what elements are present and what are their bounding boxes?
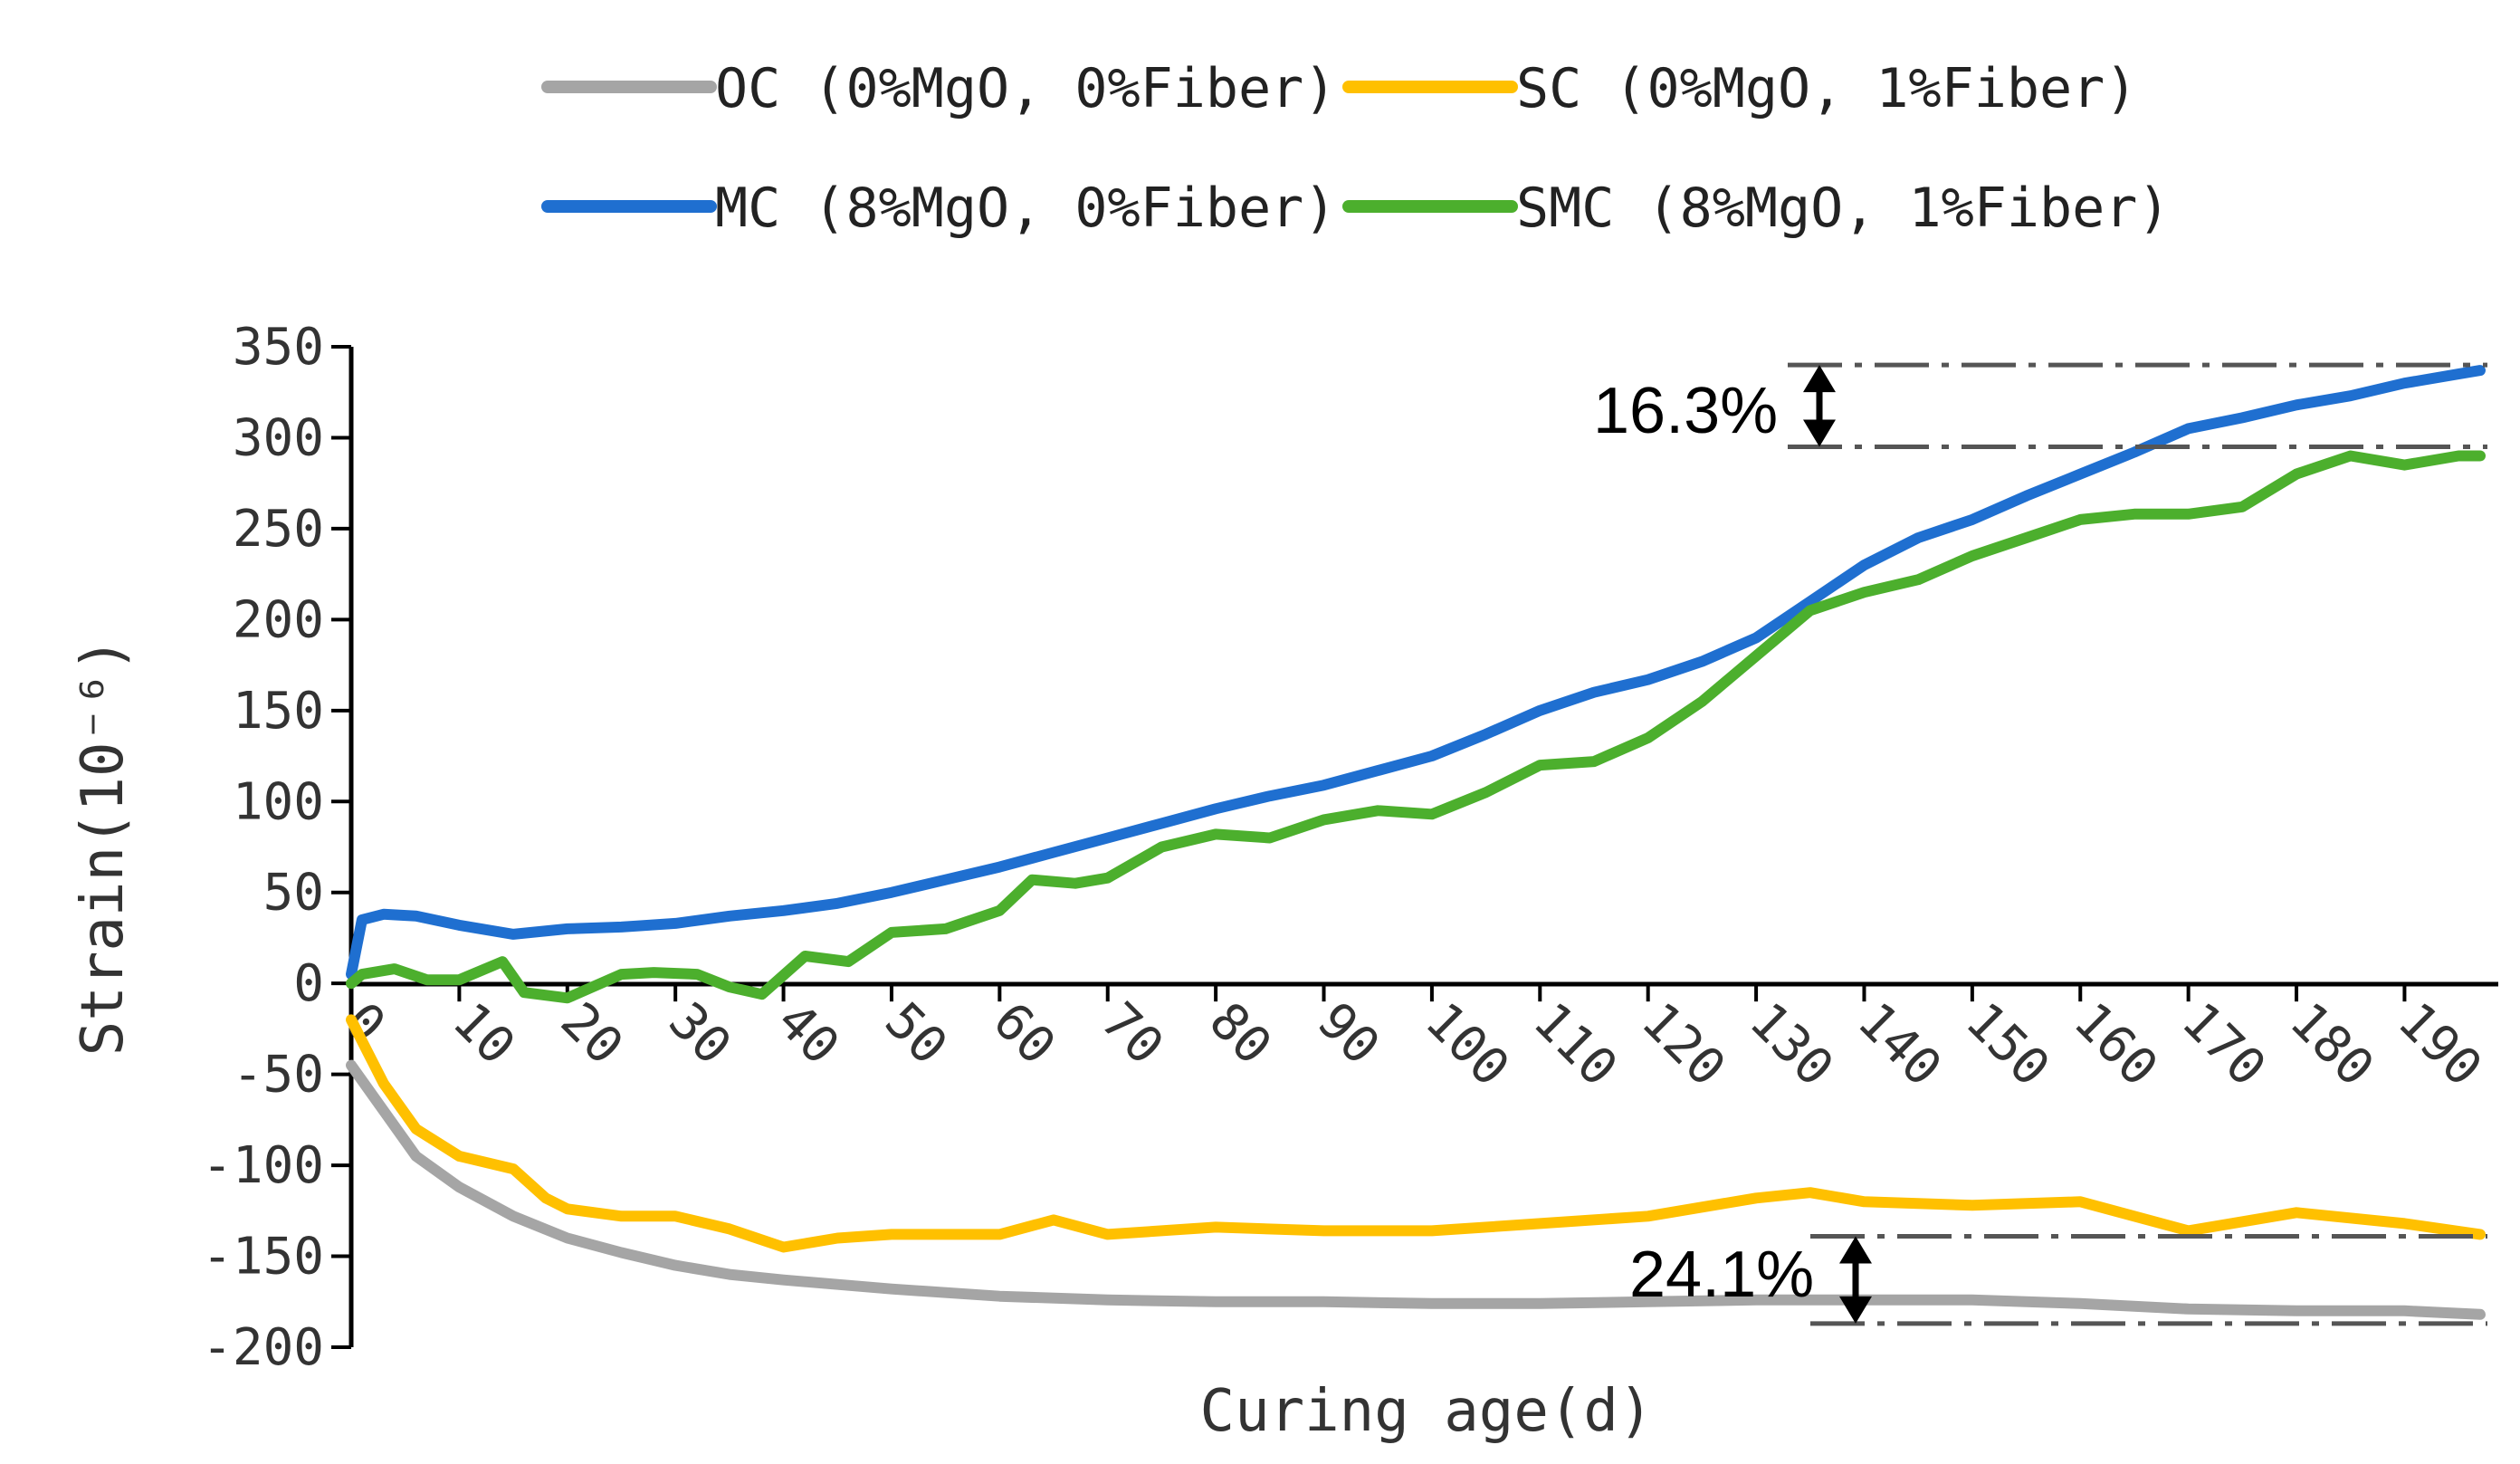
- x-tick-label: 20: [549, 991, 635, 1076]
- legend-label-sc: SC (0%MgO, 1%Fiber): [1516, 57, 2137, 120]
- y-tick-label: -100: [202, 1136, 324, 1195]
- y-tick-label: 350: [233, 318, 324, 377]
- x-tick-label: 120: [1630, 991, 1736, 1097]
- x-tick-label: 40: [766, 991, 851, 1076]
- annotation-label-mc-smc: 16.3%: [1593, 375, 1778, 447]
- series-line-smc: [346, 450, 2486, 1004]
- y-tick-label: 200: [233, 590, 324, 649]
- y-tick-label: 150: [233, 682, 324, 741]
- x-tick-label: 190: [2387, 991, 2493, 1097]
- x-tick-label: 70: [1090, 991, 1175, 1076]
- series-line-mc: [346, 365, 2486, 981]
- x-tick-label: 130: [1738, 991, 1844, 1097]
- annotation-arrowhead-up-sc-oc: [1839, 1236, 1872, 1264]
- x-tick-label: 80: [1198, 991, 1283, 1076]
- x-tick-label: 50: [873, 991, 959, 1076]
- y-tick-label: 300: [233, 408, 324, 467]
- series-line-sc: [346, 1014, 2486, 1253]
- legend-item-oc[interactable]: OC (0%MgO, 0%Fiber): [541, 57, 1336, 120]
- y-axis-ticks: -200 -150 -100 -50 0 50 100 150 200 250 300 350: [202, 318, 351, 1377]
- annotation-arrowhead-down-sc-oc: [1839, 1296, 1872, 1324]
- x-tick-label: 30: [657, 991, 742, 1076]
- x-tick-label: 150: [1954, 991, 2060, 1097]
- annotation-label-sc-oc: 24.1%: [1629, 1239, 1814, 1311]
- y-tick-label: -50: [233, 1046, 324, 1105]
- annotations: 16.3% 24.1%: [1593, 362, 2487, 1326]
- x-axis-ticks: 0 10 20 30 40 50 60 70 80 90 100 110 120 130 140 150 160…: [333, 983, 2493, 1098]
- y-tick-label: 100: [233, 772, 324, 831]
- legend: OC (0%MgO, 0%Fiber) SC (0%MgO, 1%Fiber) …: [541, 57, 2170, 240]
- y-tick-label: 50: [263, 864, 324, 923]
- y-tick-label: -200: [202, 1318, 324, 1377]
- annotation-arrowhead-down-mc-smc: [1803, 419, 1836, 447]
- x-tick-label: 60: [981, 991, 1066, 1076]
- x-tick-label: 100: [1414, 991, 1520, 1097]
- legend-label-mc: MC (8%MgO, 0%Fiber): [715, 177, 1336, 240]
- legend-label-oc: OC (0%MgO, 0%Fiber): [715, 57, 1336, 120]
- y-tick-label: 0: [293, 954, 324, 1013]
- x-tick-label: 110: [1522, 991, 1628, 1097]
- x-tick-label: 90: [1306, 991, 1391, 1076]
- annotation-arrowhead-up-mc-smc: [1803, 365, 1836, 393]
- legend-item-sc[interactable]: SC (0%MgO, 1%Fiber): [1342, 57, 2137, 120]
- y-axis-title: Strain(10⁻⁶): [70, 637, 137, 1056]
- legend-label-smc: SMC (8%MgO, 1%Fiber): [1516, 177, 2170, 240]
- x-tick-label: 140: [1847, 991, 1952, 1097]
- x-tick-label: 160: [2062, 991, 2168, 1097]
- x-tick-label: 10: [441, 991, 526, 1076]
- legend-item-smc[interactable]: SMC (8%MgO, 1%Fiber): [1342, 177, 2170, 240]
- series-line-oc: [346, 1059, 2486, 1320]
- y-tick-label: -150: [202, 1228, 324, 1287]
- x-axis-title: Curing age(d): [1200, 1378, 1654, 1445]
- x-tick-label: 180: [2278, 991, 2384, 1097]
- series-layer: [346, 365, 2486, 1320]
- legend-item-mc[interactable]: MC (8%MgO, 0%Fiber): [541, 177, 1336, 240]
- y-tick-label: 250: [233, 500, 324, 559]
- x-tick-label: 170: [2171, 991, 2277, 1097]
